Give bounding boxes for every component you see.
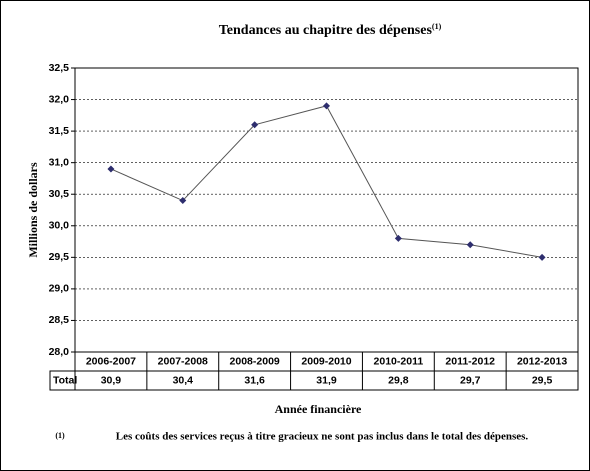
x-tick-label: 2010-2011 [374, 355, 424, 367]
table-value: 31,6 [244, 374, 265, 386]
y-tick-label: 29,0 [49, 283, 70, 295]
data-point [394, 234, 402, 242]
y-tick-label: 32,5 [49, 62, 70, 74]
y-tick-label: 29,5 [49, 251, 70, 263]
table-value: 29,8 [388, 374, 409, 386]
plot-area [74, 67, 579, 353]
table-row-label: Total [53, 374, 77, 386]
data-point [323, 102, 330, 110]
x-tick-label: 2006-2007 [86, 355, 136, 367]
footnote-marker: (1) [55, 431, 65, 440]
data-point [466, 241, 474, 249]
title-text: Tendances au chapitre des dépenses [219, 23, 433, 38]
title-note: (1) [432, 22, 442, 31]
data-point [251, 121, 259, 129]
y-tick-label: 30,0 [49, 220, 70, 232]
y-tick-label: 28,0 [49, 346, 70, 358]
x-tick-label: 2011-2012 [445, 355, 495, 367]
x-tick-label: 2012-2013 [517, 355, 567, 367]
data-point [107, 165, 115, 173]
table-value: 29,5 [532, 374, 553, 386]
y-axis-title: Millions de dollars [26, 162, 40, 258]
data-point [538, 253, 546, 261]
y-tick-label: 32,0 [49, 93, 70, 105]
chart-title: Tendances au chapitre des dépenses(1) [219, 22, 442, 38]
table-value: 30,4 [173, 374, 194, 386]
table-row [49, 370, 579, 391]
x-tick-label: 2008-2009 [230, 355, 280, 367]
x-tick-label: 2009-2010 [301, 355, 351, 367]
footnote-text: Les coûts des services reçus à titre gra… [116, 431, 529, 443]
table-value: 29,7 [460, 374, 481, 386]
x-tick-label: 2007-2008 [158, 355, 208, 367]
y-tick-label: 31,0 [49, 156, 70, 168]
data-point [179, 197, 187, 205]
y-tick-label: 28,5 [49, 314, 70, 326]
y-tick-label: 30,5 [49, 188, 70, 200]
table-value: 30,9 [101, 374, 122, 386]
x-axis-title: Année financière [275, 402, 362, 416]
table-value: 31,9 [316, 374, 337, 386]
y-tick-label: 31,5 [49, 125, 70, 137]
